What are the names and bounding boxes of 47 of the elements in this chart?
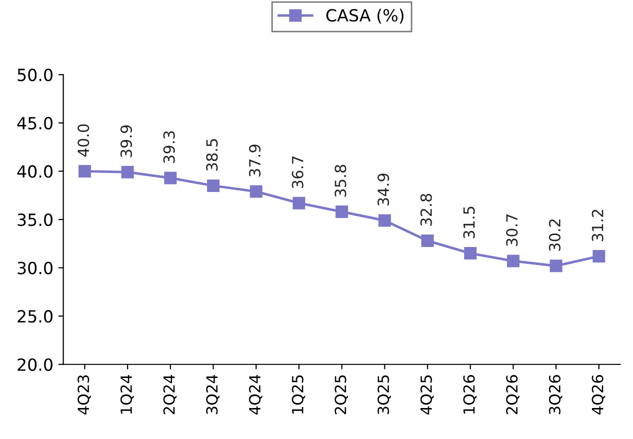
legend-label: CASA (%) — [326, 8, 404, 24]
point — [164, 172, 177, 184]
y-tick-label: 30.0 — [18, 262, 52, 274]
data-label: 36.7 — [292, 156, 304, 188]
point — [292, 196, 306, 210]
point — [207, 179, 220, 192]
x-tick-label: 1Q25 — [292, 375, 306, 414]
data-label: 31.5 — [463, 206, 475, 238]
data-label: 37.9 — [249, 144, 261, 176]
y-tick-label: 20.0 — [18, 358, 52, 371]
x-tick-label: 4Q26 — [592, 375, 606, 415]
data-label: 35.8 — [334, 164, 346, 197]
point — [336, 206, 348, 218]
data-label: 40.0 — [78, 124, 90, 157]
point — [421, 234, 434, 247]
x-tick-label: 2Q26 — [506, 375, 520, 414]
y-tick-label: 45.0 — [17, 116, 52, 130]
x-tick-label: 4Q25 — [420, 375, 434, 415]
data-label: 38.5 — [206, 139, 218, 171]
y-tick-label: 50.0 — [18, 68, 52, 82]
point — [506, 254, 520, 268]
data-label: 34.9 — [378, 174, 390, 206]
data-label: 30.7 — [506, 214, 518, 246]
data-label: 32.8 — [420, 194, 432, 226]
data-label: 30.2 — [548, 219, 560, 251]
y-tick-label: 40.0 — [17, 165, 52, 178]
point — [550, 260, 562, 272]
x-tick-label: 3Q24 — [206, 374, 220, 414]
x-tick-label: 2Q24 — [163, 374, 177, 414]
x-tick-label: 1Q26 — [463, 375, 477, 414]
y-tick-label: 25.0 — [18, 310, 52, 323]
x-tick-label: 3Q25 — [378, 375, 391, 414]
point — [464, 247, 477, 260]
point — [592, 250, 606, 262]
data-label: 39.9 — [120, 125, 132, 158]
x-tick-label: 3Q26 — [548, 375, 562, 414]
point — [78, 164, 91, 178]
data-label: 31.2 — [592, 210, 604, 242]
x-tick-label: 1Q24 — [120, 374, 134, 414]
x-tick-label: 2Q25 — [334, 375, 348, 414]
x-tick-label: 4Q24 — [249, 374, 262, 415]
point — [250, 185, 262, 198]
x-tick-label: 4Q23 — [78, 375, 91, 415]
point — [121, 166, 134, 178]
y-tick-label: 35.0 — [18, 213, 52, 226]
data-label: 39.3 — [163, 131, 175, 163]
point — [378, 214, 391, 227]
